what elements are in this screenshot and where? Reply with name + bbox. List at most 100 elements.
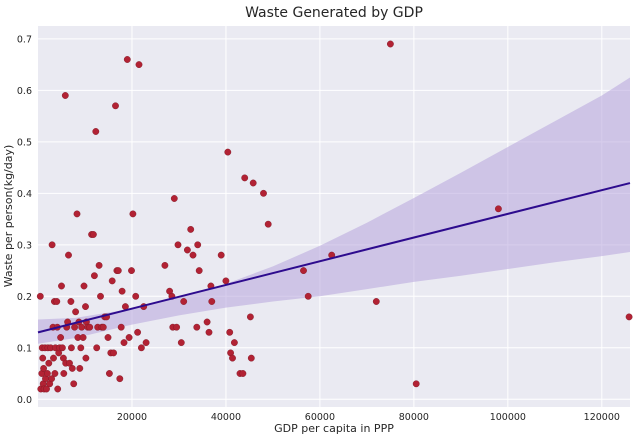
data-point [72, 308, 80, 316]
y-tick-label: 0.3 [17, 240, 32, 251]
data-point [187, 225, 195, 233]
data-point [114, 267, 122, 274]
data-point [59, 344, 66, 352]
data-point [173, 323, 181, 331]
data-point [128, 267, 135, 274]
data-point [40, 364, 47, 372]
data-point [208, 298, 216, 305]
data-point [222, 277, 230, 285]
data-point [241, 174, 249, 182]
data-point [260, 189, 267, 197]
x-tick-label: 80000 [399, 412, 429, 423]
data-point [134, 328, 142, 336]
data-point [217, 251, 225, 259]
data-point [66, 359, 73, 367]
data-point [95, 261, 103, 269]
data-point [106, 370, 113, 377]
data-point [494, 205, 502, 213]
data-point [65, 251, 72, 259]
data-point [110, 349, 118, 357]
data-point [189, 251, 197, 259]
data-point [45, 359, 53, 367]
data-point [224, 148, 232, 156]
data-point [48, 241, 56, 249]
data-point [39, 354, 47, 362]
data-point [48, 375, 55, 383]
data-point [123, 56, 131, 63]
data-point [97, 292, 104, 300]
data-point [51, 370, 59, 377]
data-point [82, 354, 90, 362]
data-point [118, 287, 126, 295]
data-point [79, 334, 87, 341]
data-point [78, 323, 86, 331]
y-tick-label: 0.2 [17, 292, 32, 303]
data-point [108, 277, 116, 285]
data-point [86, 323, 94, 331]
data-point [132, 292, 140, 300]
data-point [99, 323, 107, 331]
data-point [229, 354, 236, 362]
data-point [180, 298, 188, 305]
data-point [58, 282, 65, 290]
data-point [68, 364, 76, 372]
data-point [205, 328, 213, 336]
y-tick-label: 0.0 [17, 395, 32, 406]
data-point [142, 339, 150, 346]
y-tick-label: 0.5 [17, 137, 32, 148]
data-point [129, 210, 137, 218]
data-point [226, 328, 234, 336]
x-tick-label: 100000 [490, 412, 526, 423]
data-point [412, 380, 420, 388]
data-point [71, 323, 79, 331]
x-axis-label: GDP per capita in PPP [274, 422, 394, 434]
data-point [183, 246, 191, 254]
data-point [161, 261, 169, 269]
data-point [247, 354, 255, 362]
x-tick-label: 60000 [305, 412, 335, 423]
data-point [76, 364, 84, 372]
y-axis-label: Waste per person(kg/day) [2, 145, 15, 288]
x-tick-label: 40000 [211, 412, 241, 423]
data-point [170, 195, 178, 202]
data-point [116, 375, 124, 383]
data-point [304, 292, 312, 300]
data-point [36, 292, 44, 300]
data-point [93, 344, 101, 352]
data-point [203, 318, 211, 326]
regression-line [37, 182, 631, 334]
y-tick-labels: 0.0 0.1 0.2 0.3 0.4 0.5 0.6 0.7 [17, 34, 32, 405]
x-tick-labels: 20000 40000 60000 80000 100000 120000 [117, 412, 620, 423]
data-point [246, 313, 254, 321]
data-point [239, 370, 247, 377]
data-point [174, 241, 182, 249]
data-point [372, 298, 380, 305]
data-point [77, 344, 85, 352]
data-point [112, 102, 119, 110]
data-point [73, 210, 81, 218]
data-point [57, 334, 64, 341]
data-point [90, 231, 97, 238]
data-point [135, 61, 143, 68]
chart-title: Waste Generated by GDP [245, 5, 423, 21]
data-point [70, 380, 78, 388]
x-tick-label: 20000 [117, 412, 147, 423]
data-point [120, 339, 128, 346]
y-tick-label: 0.4 [17, 189, 32, 200]
data-points [36, 40, 633, 393]
data-point [54, 385, 62, 393]
data-point [80, 282, 88, 290]
data-point [117, 323, 125, 331]
data-point [194, 241, 202, 249]
data-point [67, 298, 75, 305]
data-point [60, 370, 68, 377]
data-point [53, 298, 61, 305]
data-point [386, 40, 394, 48]
data-point [125, 334, 133, 341]
data-point [50, 354, 57, 362]
data-point [104, 334, 112, 341]
y-tick-label: 0.7 [17, 34, 32, 45]
y-tick-label: 0.1 [17, 343, 32, 354]
data-point [300, 267, 307, 274]
data-point [82, 303, 89, 310]
